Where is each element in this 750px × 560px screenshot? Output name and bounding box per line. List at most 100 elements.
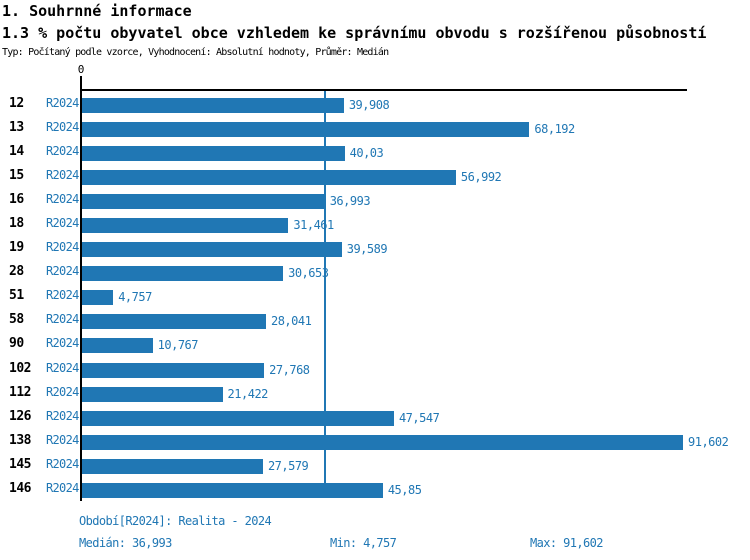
bar-value-label: 56,992 (460, 169, 502, 184)
row-category-label: 28 (9, 264, 24, 280)
bar-value-label: 28,041 (270, 314, 312, 329)
y-label-row: 102 R2024 (0, 356, 80, 380)
y-axis-line (80, 76, 82, 501)
max-stat: Max: 91,602 (530, 536, 603, 550)
bar-value-label: 45,85 (387, 483, 422, 497)
row-series-label: R2024 (46, 143, 79, 158)
chart-row: 39,908 (82, 93, 687, 117)
row-category-label: 102 (9, 360, 31, 376)
y-label-row: 13 R2024 (0, 115, 80, 139)
y-label-row: 145 R2024 (0, 452, 80, 476)
chart-row: 39,589 (82, 238, 687, 262)
chart-row: 27,768 (82, 358, 687, 382)
y-label-row: 18 R2024 (0, 211, 80, 235)
row-series-label: R2024 (46, 264, 79, 279)
chart-row: 30,653 (82, 262, 687, 286)
bar (82, 314, 266, 330)
section-title: 1. Souhrnné informace (2, 2, 192, 20)
bar (82, 410, 394, 426)
row-series-label: R2024 (46, 215, 79, 230)
bar-rows: 39,908 68,192 40,03 56,992 36,993 31,461 39,58… (82, 93, 729, 503)
row-series-label: R2024 (46, 360, 79, 375)
row-category-label: 13 (9, 119, 24, 135)
chart-row: 68,192 (82, 117, 687, 141)
bar (82, 458, 263, 474)
chart-row: 36,993 (82, 189, 687, 213)
row-category-label: 126 (9, 408, 31, 424)
row-category-label: 146 (9, 481, 31, 496)
y-label-row: 90 R2024 (0, 332, 80, 356)
chart-row: 27,579 (82, 454, 687, 478)
row-series-label: R2024 (46, 312, 79, 327)
row-category-label: 12 (9, 95, 24, 111)
row-series-label: R2024 (46, 191, 79, 206)
row-series-label: R2024 (46, 384, 79, 399)
bar-value-label: 39,908 (348, 97, 390, 112)
y-label-row: 16 R2024 (0, 187, 80, 211)
bar (82, 169, 456, 185)
bar-value-label: 36,993 (329, 193, 371, 208)
bar-value-label: 21,422 (227, 386, 269, 401)
bar (82, 193, 325, 209)
row-series-label: R2024 (46, 240, 79, 255)
row-category-label: 145 (9, 456, 31, 472)
row-category-label: 51 (9, 288, 24, 304)
chart-row: 40,03 (82, 141, 687, 165)
row-series-label: R2024 (46, 336, 79, 351)
row-category-label: 18 (9, 215, 24, 231)
y-label-row: 51 R2024 (0, 284, 80, 308)
row-category-label: 15 (9, 167, 24, 183)
plot-area: 39,908 68,192 40,03 56,992 36,993 31,461 39,58… (82, 89, 729, 503)
row-series-label: R2024 (46, 432, 79, 447)
row-category-label: 112 (9, 384, 31, 400)
bar-value-label: 30,653 (288, 266, 329, 281)
period-label: Období[R2024]: Realita - 2024 (79, 514, 272, 528)
y-label-row: 12 R2024 (0, 91, 80, 115)
chart-row: 4,757 (82, 286, 687, 310)
min-stat: Min: 4,757 (330, 536, 397, 550)
bar (82, 145, 345, 161)
bar (82, 242, 342, 258)
bar-value-label: 91,602 (688, 434, 729, 449)
chart-row: 45,85 (82, 479, 687, 503)
row-series-label: R2024 (46, 408, 79, 423)
bar-value-label: 10,767 (157, 338, 199, 353)
bar-value-label: 47,547 (398, 410, 440, 425)
bar (82, 290, 114, 306)
row-category-label: 19 (9, 240, 24, 256)
row-category-label: 138 (9, 432, 31, 448)
bar (82, 338, 153, 354)
indicator-meta: Typ: Počítaný podle vzorce, Vyhodnocení:… (2, 47, 389, 58)
bar-value-label: 40,03 (349, 145, 384, 160)
median-stat: Medián: 36,993 (79, 536, 172, 550)
y-label-row: 14 R2024 (0, 139, 80, 163)
y-label-row: 112 R2024 (0, 380, 80, 404)
y-label-row: 146 R2024 (0, 477, 80, 501)
bar-value-label: 27,768 (269, 362, 310, 377)
chart-row: 10,767 (82, 334, 687, 358)
chart-row: 91,602 (82, 430, 729, 454)
bar-value-label: 4,757 (118, 290, 152, 305)
row-series-label: R2024 (46, 456, 79, 471)
chart-row: 21,422 (82, 382, 687, 406)
bar (82, 121, 530, 137)
row-series-label: R2024 (46, 95, 79, 110)
bar (82, 362, 265, 378)
bar-value-label: 39,589 (346, 242, 388, 257)
row-category-label: 90 (9, 336, 24, 352)
bar-value-label: 31,461 (293, 217, 334, 232)
y-axis-labels: 12 R2024 13 R2024 14 R2024 15 R2024 16 R2024 18 R20… (0, 91, 80, 501)
row-category-label: 58 (9, 312, 24, 328)
row-series-label: R2024 (46, 481, 79, 495)
row-series-label: R2024 (46, 119, 79, 134)
x-axis-zero-tick: 0 (77, 63, 85, 76)
chart-row: 47,547 (82, 406, 687, 430)
chart-row: 31,461 (82, 213, 687, 237)
bar (82, 217, 289, 233)
y-label-row: 138 R2024 (0, 428, 80, 452)
bar-value-label: 27,579 (267, 458, 309, 473)
y-label-row: 28 R2024 (0, 260, 80, 284)
chart-row: 28,041 (82, 310, 687, 334)
median-line (323, 91, 326, 498)
